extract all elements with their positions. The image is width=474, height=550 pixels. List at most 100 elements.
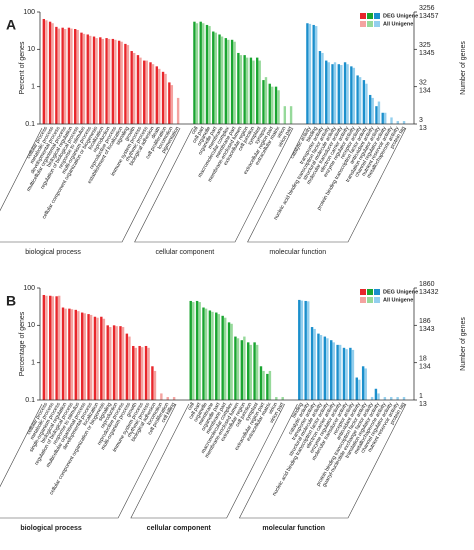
bar bbox=[42, 18, 46, 125]
group-bracket bbox=[247, 127, 407, 243]
bar bbox=[352, 67, 356, 124]
y-axis-label: Percentage of genes bbox=[19, 311, 26, 376]
legend-swatch bbox=[367, 13, 373, 19]
bar bbox=[370, 397, 374, 400]
bar bbox=[355, 377, 358, 400]
y2-tick-label: 325 bbox=[419, 42, 431, 49]
bar bbox=[264, 77, 268, 124]
legend-swatch bbox=[360, 297, 366, 303]
bar bbox=[321, 52, 324, 124]
bar bbox=[143, 60, 146, 124]
bar bbox=[61, 27, 64, 124]
bar bbox=[377, 393, 380, 400]
y2-tick-label: 13432 bbox=[419, 289, 439, 296]
bar bbox=[371, 97, 374, 124]
bar bbox=[245, 57, 249, 124]
bar bbox=[68, 308, 71, 400]
bar bbox=[189, 300, 192, 400]
bar bbox=[105, 38, 108, 124]
x-tick-label: cell bbox=[191, 126, 200, 136]
bar bbox=[275, 397, 278, 400]
y-axis-label: Percent of genes bbox=[19, 41, 26, 94]
bar bbox=[262, 80, 265, 124]
bar bbox=[234, 336, 237, 400]
bar bbox=[161, 71, 165, 124]
bar bbox=[214, 32, 217, 124]
bar bbox=[253, 342, 256, 400]
bar bbox=[255, 344, 259, 400]
bar bbox=[262, 370, 265, 400]
bar bbox=[100, 316, 103, 400]
bar bbox=[381, 112, 384, 124]
bar bbox=[349, 347, 352, 400]
bar bbox=[101, 38, 105, 125]
bar bbox=[151, 64, 155, 124]
bar bbox=[147, 347, 150, 400]
bar bbox=[237, 52, 240, 124]
bar bbox=[77, 311, 80, 400]
bar bbox=[93, 316, 97, 400]
bar bbox=[358, 379, 361, 400]
legend-swatch bbox=[360, 21, 366, 27]
bar bbox=[249, 57, 253, 124]
bar bbox=[402, 121, 406, 124]
bar bbox=[243, 336, 246, 400]
bar bbox=[362, 80, 366, 124]
legend-swatch bbox=[367, 297, 373, 303]
bar bbox=[326, 338, 329, 400]
y2-tick-label: 3256 bbox=[419, 5, 435, 12]
bar bbox=[323, 336, 327, 400]
bar bbox=[211, 311, 214, 400]
y2-axis-label: Number of genes bbox=[460, 317, 467, 371]
bar bbox=[384, 112, 387, 124]
bar bbox=[361, 366, 365, 400]
group-bracket bbox=[0, 403, 177, 519]
bar bbox=[304, 300, 307, 400]
group-bracket bbox=[0, 127, 181, 243]
legend-label: DEG Unigene bbox=[383, 289, 418, 295]
bar bbox=[80, 312, 84, 400]
bar bbox=[331, 64, 334, 124]
bar bbox=[195, 300, 199, 400]
bar bbox=[233, 41, 236, 124]
group-label: biological process bbox=[20, 525, 82, 532]
bar bbox=[351, 349, 355, 400]
bar bbox=[218, 34, 221, 124]
legend-label: All Unigene bbox=[383, 297, 413, 303]
bar bbox=[117, 40, 121, 125]
bar bbox=[45, 20, 48, 125]
bar bbox=[240, 340, 244, 400]
bar bbox=[298, 299, 301, 400]
bar bbox=[239, 55, 243, 124]
bar bbox=[313, 328, 316, 400]
bar bbox=[333, 62, 337, 124]
group-label: molecular function bbox=[269, 249, 326, 256]
bar bbox=[82, 33, 86, 124]
bar bbox=[266, 373, 269, 400]
bar bbox=[89, 314, 93, 400]
legend-label: All Unigene bbox=[383, 21, 413, 27]
bar bbox=[217, 314, 221, 400]
bar bbox=[87, 314, 90, 400]
bar bbox=[176, 97, 180, 124]
bar bbox=[134, 347, 138, 400]
bar bbox=[89, 35, 92, 124]
bar bbox=[356, 75, 359, 124]
bar bbox=[125, 333, 129, 400]
bar bbox=[193, 21, 196, 124]
bar bbox=[336, 344, 339, 400]
bar bbox=[155, 66, 158, 124]
bar bbox=[307, 301, 310, 400]
bar bbox=[64, 308, 67, 400]
bar bbox=[390, 117, 393, 124]
bar bbox=[246, 342, 250, 400]
bar bbox=[317, 333, 320, 400]
bar bbox=[149, 62, 152, 124]
bar bbox=[70, 309, 74, 400]
bar bbox=[325, 60, 328, 124]
y2-tick-label: 3 bbox=[419, 117, 423, 124]
bar bbox=[256, 57, 259, 124]
y2-tick-label: 1343 bbox=[419, 326, 435, 333]
group-label: molecular function bbox=[262, 525, 325, 532]
bar bbox=[95, 38, 98, 124]
